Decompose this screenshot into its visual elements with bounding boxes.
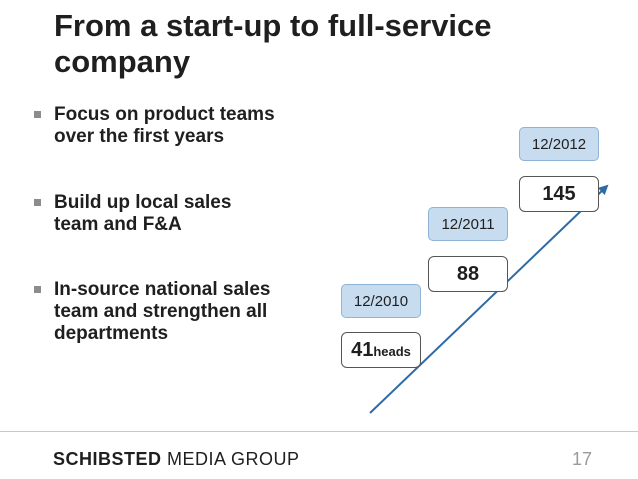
brand-name-rest: MEDIA GROUP bbox=[161, 449, 300, 469]
milestone-count-2010: 41heads bbox=[341, 332, 421, 368]
page-number: 17 bbox=[572, 449, 593, 469]
bullet-square-icon bbox=[34, 199, 41, 206]
bullet-line: Focus on product teams bbox=[54, 104, 275, 125]
brand-logo: SCHIBSTED MEDIA GROUP bbox=[53, 448, 300, 470]
bullet-item-2: Build up local sales team and F&A bbox=[34, 192, 324, 236]
brand-name-bold: SCHIBSTED bbox=[53, 449, 162, 469]
bullet-line: team and F&A bbox=[54, 214, 182, 235]
bullet-line: team and strengthen all bbox=[54, 301, 268, 322]
bullet-square-icon bbox=[34, 286, 41, 293]
bullet-square-icon bbox=[34, 111, 41, 118]
bullet-item-1: Focus on product teams over the first ye… bbox=[34, 104, 324, 148]
milestone-date-2010: 12/2010 bbox=[341, 284, 421, 318]
bullet-line: departments bbox=[54, 323, 169, 344]
footer-divider bbox=[0, 431, 638, 432]
bullet-line: Build up local sales bbox=[54, 192, 232, 213]
bullet-line: In-source national sales bbox=[54, 279, 271, 300]
milestone-date-2011: 12/2011 bbox=[428, 207, 508, 241]
count-value: 145 bbox=[542, 183, 576, 205]
milestone-count-2012: 145 bbox=[519, 176, 599, 212]
title-line-2: company bbox=[54, 44, 191, 79]
count-unit: heads bbox=[373, 344, 411, 359]
milestone-count-2011: 88 bbox=[428, 256, 508, 292]
count-value: 41 bbox=[351, 339, 374, 361]
slide-title: From a start-up to full-service company bbox=[54, 8, 574, 80]
milestone-date-2012: 12/2012 bbox=[519, 127, 599, 161]
bullet-line: over the first years bbox=[54, 126, 225, 147]
count-value: 88 bbox=[456, 263, 480, 285]
title-line-1: From a start-up to full-service bbox=[54, 8, 492, 43]
bullet-item-3: In-source national sales team and streng… bbox=[34, 279, 324, 345]
